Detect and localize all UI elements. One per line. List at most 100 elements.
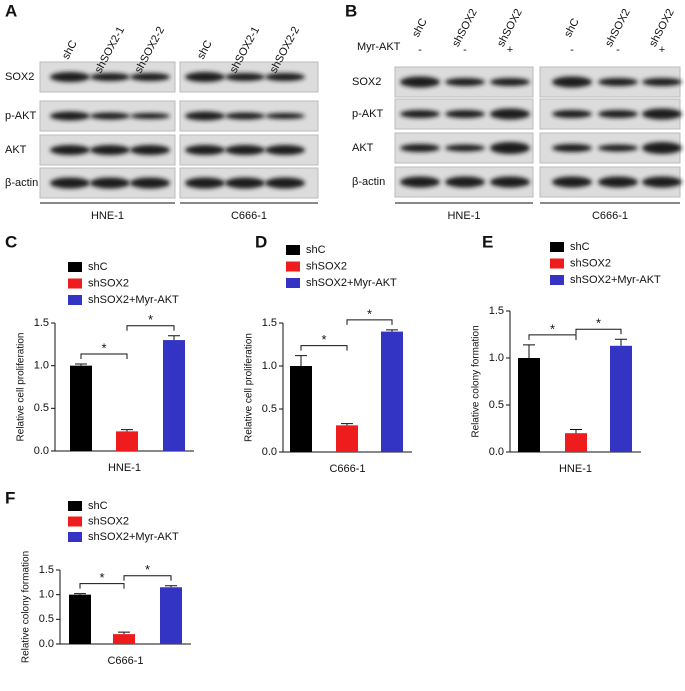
bar — [113, 634, 135, 644]
treatment-sign: - — [570, 44, 574, 56]
blot-band — [185, 177, 225, 189]
bar — [336, 425, 358, 452]
significance-bracket — [79, 583, 125, 589]
blot-column-label: shC — [410, 16, 430, 39]
blot-band — [400, 110, 440, 118]
legend-swatch — [550, 275, 564, 285]
legend-swatch — [550, 258, 564, 269]
significance-star: * — [101, 340, 106, 355]
blot-band — [225, 112, 265, 120]
y-tick-label: 0.5 — [34, 402, 49, 414]
blot-band — [598, 176, 638, 188]
y-tick-label: 0.5 — [39, 613, 54, 625]
blot-band — [490, 78, 530, 86]
legend-swatch — [68, 532, 82, 542]
blot-row-label: β-actin — [5, 177, 38, 189]
legend-swatch — [286, 278, 300, 288]
blot-band — [490, 176, 530, 188]
panel-label: A — [5, 1, 17, 20]
significance-bracket — [126, 325, 175, 331]
legend-swatch — [68, 278, 82, 289]
blot-row-label: p-AKT — [5, 110, 36, 122]
blot-band — [185, 111, 225, 121]
bar — [160, 587, 182, 644]
significance-star: * — [367, 306, 372, 321]
cell-line-label: C666-1 — [592, 210, 628, 222]
blot-band — [225, 177, 265, 189]
blot-band — [598, 110, 638, 118]
y-tick-label: 0.0 — [39, 638, 54, 650]
blot-band — [445, 78, 485, 86]
blot-band — [130, 73, 170, 81]
significance-star: * — [145, 562, 150, 577]
blot-band — [445, 110, 485, 118]
bar — [610, 345, 632, 452]
blot-band — [50, 145, 90, 155]
panel-label: B — [345, 1, 357, 20]
x-axis-label: HNE-1 — [559, 463, 592, 475]
significance-bracket — [528, 334, 577, 340]
error-bar — [295, 355, 307, 366]
significance-bracket — [80, 353, 128, 359]
blot-band — [445, 176, 485, 188]
blot-band — [50, 72, 90, 82]
blot-band — [490, 108, 530, 120]
treatment-sign: - — [616, 44, 620, 56]
legend-label: shSOX2+Myr-AKT — [306, 277, 397, 289]
legend-swatch — [550, 242, 564, 252]
blot-column-label: shC — [562, 16, 582, 39]
legend-label: shSOX2 — [306, 260, 347, 272]
blot-band — [598, 144, 638, 152]
y-tick-label: 1.0 — [39, 589, 54, 601]
panel-label: F — [5, 488, 15, 507]
blot-band — [400, 144, 440, 152]
legend-swatch — [68, 516, 82, 527]
y-tick-label: 1.5 — [39, 564, 54, 576]
blot-band — [642, 142, 682, 154]
legend-label: shSOX2 — [88, 277, 129, 289]
significance-star: * — [148, 312, 153, 327]
bar — [381, 331, 403, 452]
bar — [116, 431, 138, 451]
blot-column-label: shSOX2 — [450, 7, 480, 49]
blot-band — [185, 145, 225, 155]
legend-swatch — [68, 295, 82, 305]
error-bar — [75, 363, 87, 366]
blot-band — [50, 111, 90, 121]
x-axis-label: C666-1 — [107, 655, 143, 667]
blot-band — [185, 72, 225, 82]
y-tick-label: 1.5 — [34, 317, 49, 329]
y-tick-label: 0.0 — [262, 446, 277, 458]
blot-column-label: shSOX2 — [603, 7, 633, 49]
blot-row-label: p-AKT — [352, 108, 383, 120]
blot-band — [130, 145, 170, 155]
error-bar — [615, 338, 627, 346]
significance-star: * — [550, 321, 555, 336]
bar — [70, 365, 92, 451]
blot-band — [90, 73, 130, 81]
error-bar — [386, 329, 398, 332]
panel-label: C — [5, 232, 17, 251]
y-axis-label: Relative cell proliferation — [16, 333, 27, 442]
bar — [565, 433, 587, 452]
significance-bracket — [575, 328, 622, 335]
blot-band — [400, 176, 440, 188]
blot-band — [265, 177, 305, 189]
error-bar — [118, 631, 130, 635]
blot-band — [265, 145, 305, 155]
blot-band — [642, 176, 682, 188]
significance-bracket — [123, 575, 172, 581]
error-bar — [570, 428, 582, 434]
cell-line-label: HNE-1 — [91, 210, 124, 222]
y-tick-label: 0.5 — [262, 403, 277, 415]
blot-band — [225, 145, 265, 155]
legend-label: shC — [88, 500, 108, 512]
y-tick-label: 0.5 — [489, 399, 504, 411]
y-tick-label: 1.5 — [489, 305, 504, 317]
blot-band — [130, 113, 170, 119]
significance-bracket — [300, 345, 348, 351]
treatment-label: Myr-AKT — [357, 41, 401, 53]
blot-band — [552, 110, 592, 118]
bar — [163, 340, 185, 451]
